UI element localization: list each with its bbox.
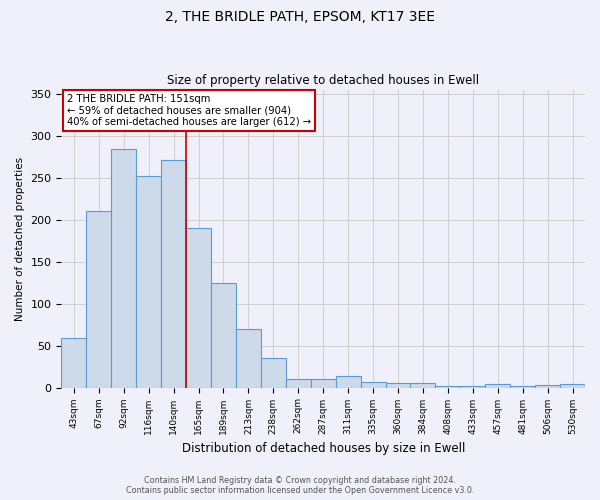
Bar xyxy=(61,338,86,388)
Text: Contains HM Land Registry data © Crown copyright and database right 2024.
Contai: Contains HM Land Registry data © Crown c… xyxy=(126,476,474,495)
Title: Size of property relative to detached houses in Ewell: Size of property relative to detached ho… xyxy=(167,74,479,87)
Bar xyxy=(460,386,485,388)
Bar xyxy=(361,382,386,388)
Y-axis label: Number of detached properties: Number of detached properties xyxy=(15,156,25,320)
Bar xyxy=(186,228,211,388)
Bar xyxy=(386,382,410,388)
Bar xyxy=(510,386,535,388)
Bar xyxy=(86,212,111,388)
Bar xyxy=(136,176,161,388)
X-axis label: Distribution of detached houses by size in Ewell: Distribution of detached houses by size … xyxy=(182,442,465,455)
Bar xyxy=(436,386,460,388)
Bar xyxy=(161,160,186,388)
Bar xyxy=(111,149,136,388)
Text: 2, THE BRIDLE PATH, EPSOM, KT17 3EE: 2, THE BRIDLE PATH, EPSOM, KT17 3EE xyxy=(165,10,435,24)
Bar xyxy=(335,376,361,388)
Text: 2 THE BRIDLE PATH: 151sqm
← 59% of detached houses are smaller (904)
40% of semi: 2 THE BRIDLE PATH: 151sqm ← 59% of detac… xyxy=(67,94,311,127)
Bar xyxy=(311,379,335,388)
Bar xyxy=(261,358,286,388)
Bar xyxy=(560,384,585,388)
Bar xyxy=(286,379,311,388)
Bar xyxy=(485,384,510,388)
Bar xyxy=(211,282,236,388)
Bar xyxy=(410,384,436,388)
Bar xyxy=(236,329,261,388)
Bar xyxy=(535,385,560,388)
